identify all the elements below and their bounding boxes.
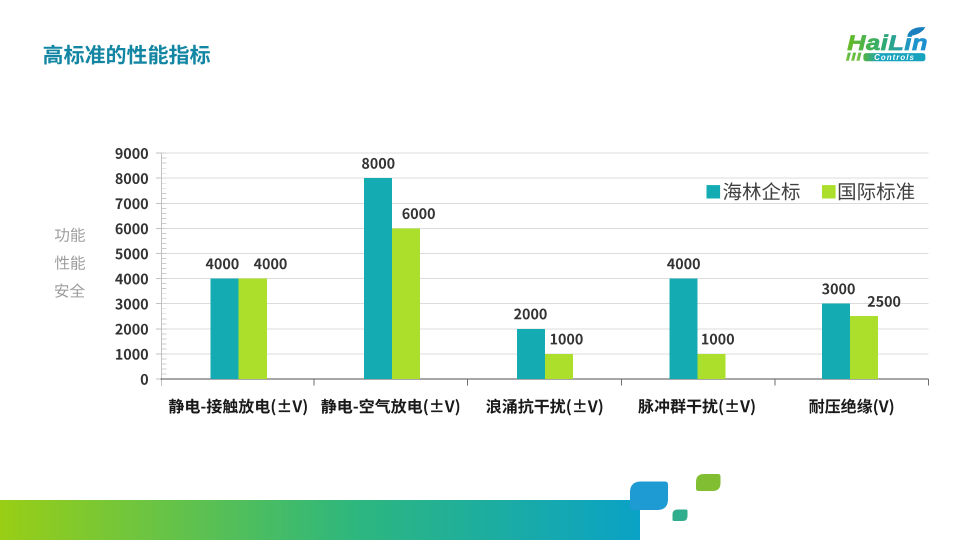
svg-text:HaiLin: HaiLin (847, 31, 928, 55)
svg-text:Controls: Controls (874, 53, 915, 62)
